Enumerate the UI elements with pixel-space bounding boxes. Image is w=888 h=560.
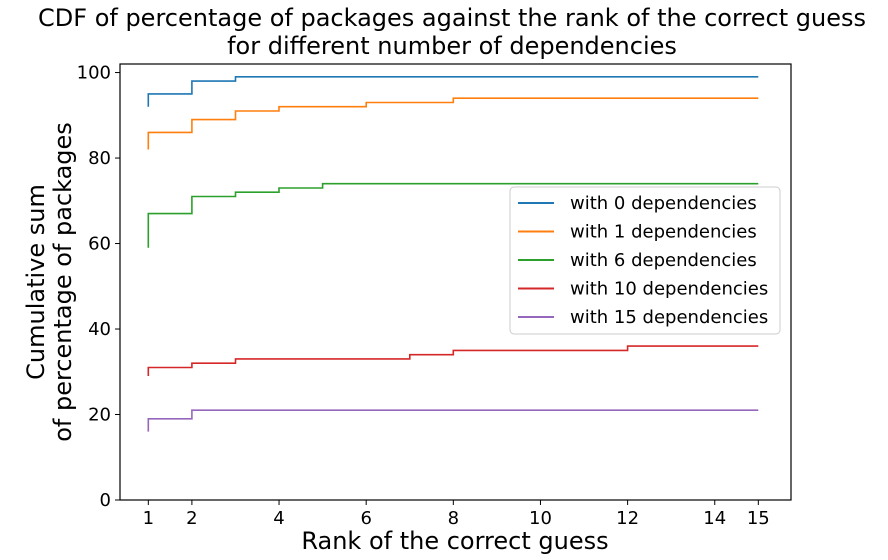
x-tick-label: 10 (529, 508, 552, 529)
x-axis-ticks: 1 2 4 6 8 10 12 14 15 (143, 500, 770, 529)
x-tick-label: 15 (747, 508, 770, 529)
x-tick-label: 6 (360, 508, 371, 529)
legend-entry-2: with 6 dependencies (570, 250, 757, 271)
legend-entry-3: with 10 dependencies (570, 279, 768, 300)
series-line-0 (147, 76, 759, 107)
x-axis-label: Rank of the correct guess (301, 527, 608, 555)
series-line-3 (147, 345, 759, 376)
y-axis-label: Cumulative sum of percentage of packages (22, 122, 77, 442)
y-tick-label: 80 (88, 148, 111, 169)
x-tick-label: 4 (273, 508, 284, 529)
plot-area-frame (119, 63, 792, 501)
series-line-2 (147, 182, 759, 248)
y-tick-label: 60 (88, 234, 111, 255)
legend: with 0 dependencies with 1 dependencies wi… (509, 186, 781, 335)
y-tick-label: 100 (77, 63, 111, 84)
x-tick-label: 12 (616, 508, 639, 529)
series-line-1 (147, 97, 759, 150)
series-group (147, 76, 759, 432)
chart-title-line-1: CDF of percentage of packages against th… (38, 4, 866, 32)
y-axis-ticks: 0 20 40 60 80 100 (77, 63, 120, 511)
y-tick-label: 20 (88, 405, 111, 426)
legend-entry-4: with 15 dependencies (570, 307, 768, 328)
x-tick-label: 2 (186, 508, 197, 529)
x-tick-label: 14 (703, 508, 726, 529)
y-tick-label: 40 (88, 319, 111, 340)
legend-box (509, 186, 781, 335)
legend-entry-1: with 1 dependencies (570, 222, 757, 243)
x-tick-label: 1 (143, 508, 154, 529)
chart-title: CDF of percentage of packages against th… (38, 4, 866, 60)
series-line-4 (147, 409, 759, 432)
chart-title-line-2: for different number of dependencies (227, 32, 677, 60)
legend-entry-0: with 0 dependencies (570, 193, 757, 214)
x-tick-label: 8 (448, 508, 459, 529)
y-axis-label-line-1: Cumulative sum (22, 184, 50, 380)
y-axis-label-line-2: of percentage of packages (49, 122, 77, 442)
y-tick-label: 0 (100, 490, 111, 511)
